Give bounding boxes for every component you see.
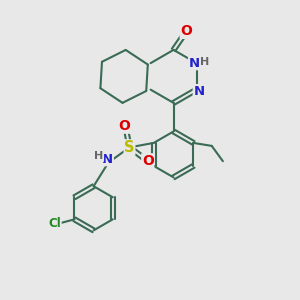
Text: Cl: Cl <box>48 217 61 230</box>
Text: N: N <box>189 57 200 70</box>
Text: O: O <box>180 24 192 38</box>
Text: N: N <box>193 85 204 98</box>
Text: H: H <box>200 57 209 67</box>
Text: O: O <box>142 154 154 168</box>
Text: S: S <box>124 140 135 155</box>
Text: O: O <box>118 119 130 133</box>
Text: H: H <box>94 151 104 161</box>
Text: N: N <box>102 153 113 166</box>
